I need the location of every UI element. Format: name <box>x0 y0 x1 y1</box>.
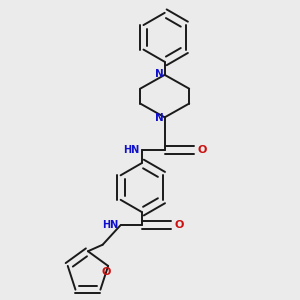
Text: O: O <box>102 267 111 277</box>
Text: N: N <box>155 69 164 79</box>
Text: O: O <box>175 220 184 230</box>
Text: N: N <box>155 113 164 123</box>
Text: O: O <box>198 145 207 155</box>
Text: HN: HN <box>123 145 140 155</box>
Text: HN: HN <box>102 220 118 230</box>
